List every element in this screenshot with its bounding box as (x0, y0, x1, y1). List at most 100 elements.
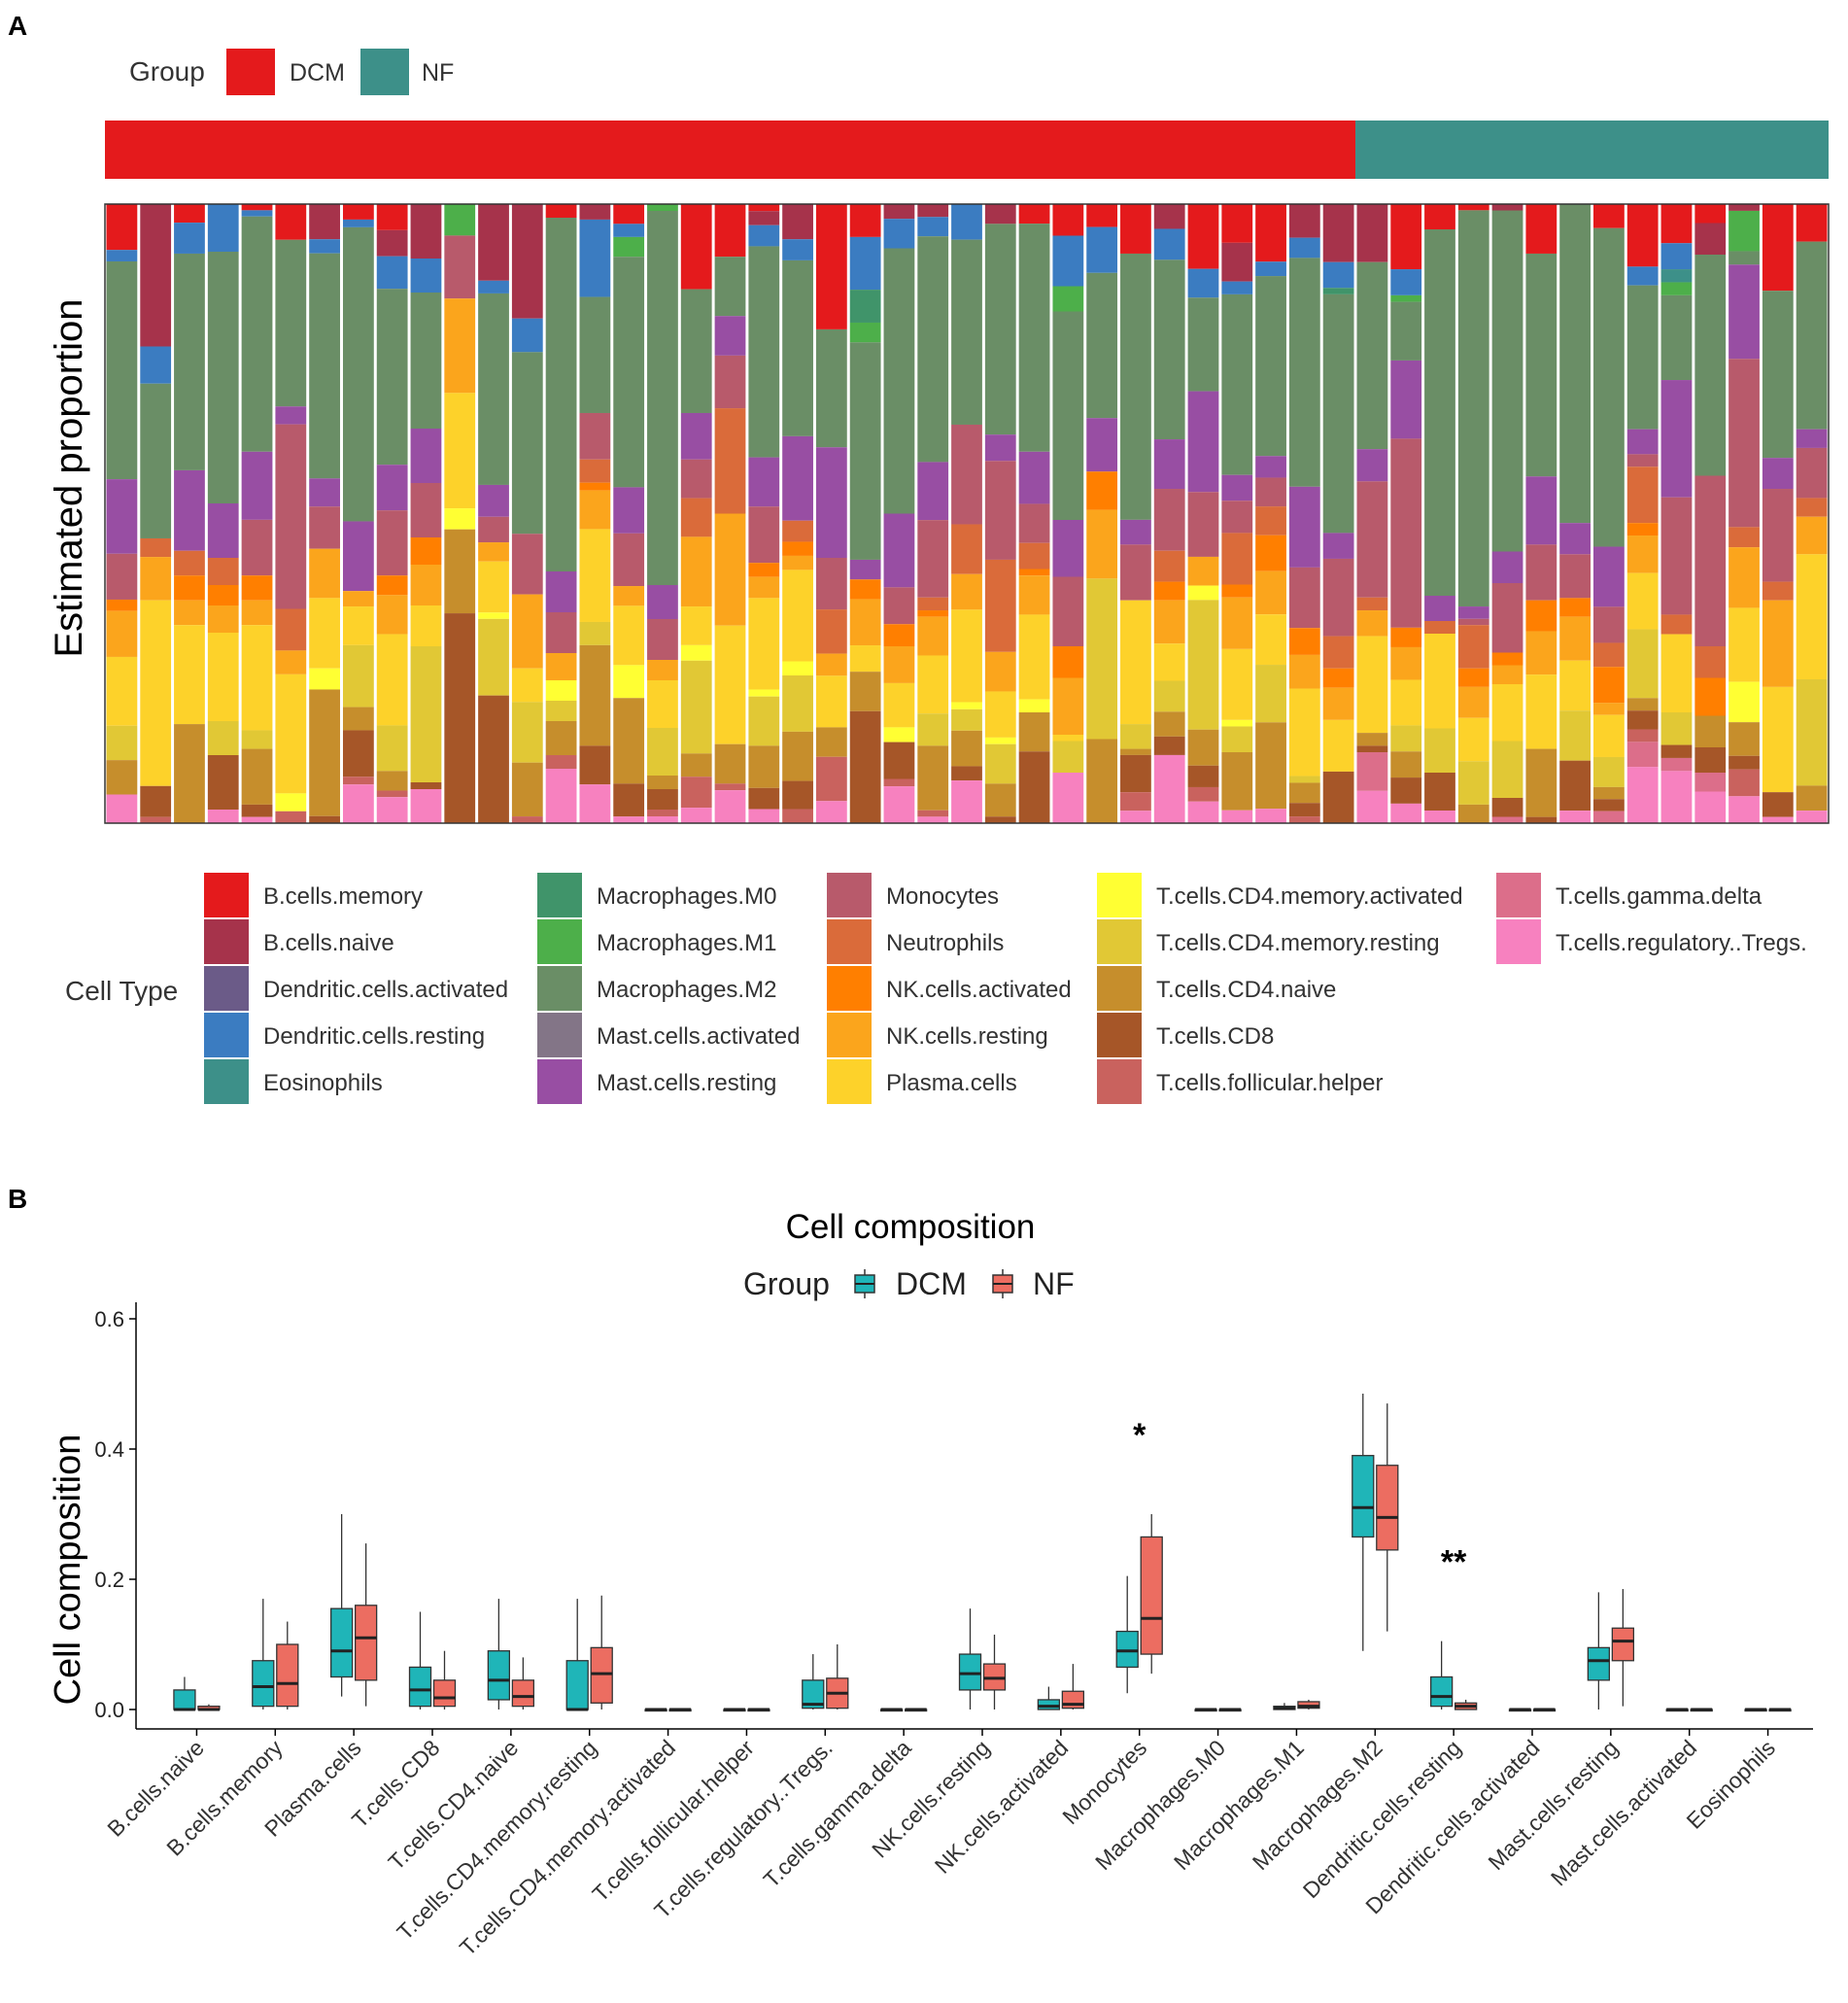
stack-segment-s41-macrophages-m2 (1457, 210, 1489, 607)
stack-segment-s50-mast-cells-resting (1762, 458, 1794, 490)
stack-segment-s3-macrophages-m2 (174, 253, 205, 470)
stack-segment-s35-t-cells-cd4-naive (1255, 722, 1286, 810)
stack-segment-s29-macrophages-m1 (1052, 286, 1084, 312)
stack-segment-s25-t-cells-regulatory--tregs- (917, 816, 949, 823)
stack-segment-s48-b-cells-naive (1694, 223, 1727, 255)
stack-segment-s9-t-cells-cd4-memory-resting (376, 725, 408, 772)
stack-segment-s8-nk-cells-resting (342, 591, 374, 607)
stack-segment-s49-nk-cells-resting (1728, 547, 1760, 608)
stack-segment-s46-t-cells-cd4-memory-resting (1626, 629, 1659, 699)
box-dcm-macrophages-m2 (1352, 1394, 1375, 1651)
legend-label-nk-cells-resting: NK.cells.resting (886, 1023, 1048, 1050)
stack-segment-s29-nk-cells-resting (1052, 677, 1084, 735)
stack-segment-s35-monocytes (1255, 477, 1286, 507)
stack-segment-s2-b-cells-naive (140, 204, 172, 347)
stack-segment-s36-nk-cells-resting (1288, 654, 1320, 689)
stack-segment-s47-mast-cells-resting (1660, 380, 1693, 498)
stack-segment-s29-dendritic-cells-resting (1052, 235, 1084, 287)
stack-segment-s26-dendritic-cells-resting (951, 204, 982, 240)
box-dcm-dendritic-cells-activated (1508, 1708, 1532, 1712)
stack-segment-s8-macrophages-m2 (342, 226, 374, 522)
stack-segment-s51-plasma-cells (1796, 554, 1828, 680)
box-nf-t-cells-regulatory--tregs- (826, 1644, 849, 1709)
stack-segment-s20-t-cells-regulatory--tregs- (748, 809, 780, 823)
stack-segment-s40-t-cells-cd4-memory-resting (1424, 728, 1455, 773)
stack-segment-s5-macrophages-m2 (241, 216, 273, 452)
stack-segment-s27-t-cells-cd4-memory-resting (984, 743, 1016, 784)
stack-segment-s26-t-cells-cd4-memory-resting (951, 708, 982, 731)
stack-segment-s20-t-cells-cd4-naive (748, 745, 780, 788)
stack-segment-s14-t-cells-follicular-helper (545, 755, 577, 769)
stack-segment-s23-macrophages-m1 (849, 322, 881, 343)
stack-segment-s16-t-cells-regulatory--tregs- (613, 816, 645, 823)
legend-swatch-mast-cells-activated (537, 1013, 582, 1057)
stack-segment-s33-mast-cells-resting (1187, 391, 1219, 493)
stack-segment-s7-macrophages-m2 (309, 253, 340, 479)
x-tick-label-macrophages-m2: Macrophages.M2 (1248, 1735, 1387, 1875)
legend-label-b-cells-naive: B.cells.naive (263, 930, 394, 956)
stack-segment-s37-mast-cells-resting (1322, 533, 1354, 559)
group-legend-swatch-nf (360, 49, 409, 95)
stack-segment-s22-t-cells-regulatory--tregs- (815, 801, 847, 823)
legend-label-dendritic-cells-resting: Dendritic.cells.resting (263, 1023, 485, 1050)
stack-segment-s46-t-cells-regulatory--tregs- (1626, 767, 1659, 823)
stack-segment-s43-b-cells-memory (1525, 204, 1557, 254)
stack-segment-s17-monocytes (647, 619, 678, 660)
stack-segment-s50-t-cells-cd8 (1762, 792, 1794, 817)
stack-segment-s32-plasma-cells (1153, 643, 1185, 681)
stack-segment-s23-t-cells-cd8 (849, 710, 881, 823)
stack-segment-s48-t-cells-gamma-delta (1694, 773, 1727, 792)
stack-segment-s11-plasma-cells (444, 393, 476, 509)
stack-segment-s47-b-cells-memory (1660, 204, 1693, 244)
box-dcm-t-cells-cd8 (408, 1611, 432, 1709)
stack-segment-s15-dendritic-cells-resting (579, 219, 611, 297)
stack-segment-s8-mast-cells-resting (342, 521, 374, 592)
stack-segment-s40-macrophages-m2 (1424, 229, 1455, 596)
stack-segment-s25-nk-cells-activated (917, 610, 949, 617)
stack-segment-s13-monocytes (511, 534, 543, 595)
stack-segment-s15-neutrophils (579, 459, 611, 483)
stack-segment-s42-monocytes (1491, 583, 1523, 653)
stack-segment-s37-nk-cells-activated (1322, 668, 1354, 688)
stack-segment-s4-neutrophils (207, 558, 239, 585)
stack-segment-s39-nk-cells-resting (1390, 646, 1422, 680)
legend-label-macrophages-m0: Macrophages.M0 (597, 883, 776, 910)
stack-segment-s16-plasma-cells (613, 605, 645, 666)
stack-segment-s39-dendritic-cells-resting (1390, 269, 1422, 295)
box-nf-dendritic-cells-activated (1532, 1708, 1557, 1712)
x-tick-label-dendritic-cells-resting: Dendritic.cells.resting (1298, 1735, 1466, 1903)
stack-segment-s30-b-cells-memory (1086, 204, 1118, 227)
stack-segment-s20-macrophages-m2 (748, 246, 780, 458)
stack-segment-s6-macrophages-m2 (275, 239, 307, 407)
legend-swatch-nk-cells-activated (827, 966, 872, 1011)
stack-segment-s1-plasma-cells (106, 656, 138, 726)
box-dcm-nk-cells-resting (958, 1608, 982, 1709)
stack-segment-s1-t-cells-regulatory--tregs- (106, 794, 138, 823)
stack-segment-s27-macrophages-m2 (984, 224, 1016, 435)
stack-segment-s5-nk-cells-activated (241, 575, 273, 601)
stack-segment-s41-nk-cells-resting (1457, 686, 1489, 718)
stack-segment-s16-t-cells-cd4-memory-activated (613, 665, 645, 699)
box-dcm-t-cells-cd4-naive (487, 1599, 511, 1709)
stack-segment-s19-t-cells-regulatory--tregs- (714, 790, 746, 823)
legend-label-eosinophils: Eosinophils (263, 1070, 383, 1096)
stack-segment-s31-t-cells-cd4-naive (1120, 748, 1151, 755)
stack-segment-s27-t-cells-cd4-naive (984, 783, 1016, 817)
stack-segment-s13-t-cells-follicular-helper (511, 816, 543, 823)
stack-segment-s16-dendritic-cells-resting (613, 224, 645, 237)
stack-segment-s42-nk-cells-activated (1491, 652, 1523, 666)
stack-segment-s17-t-cells-regulatory--tregs- (647, 816, 678, 823)
stack-segment-s34-t-cells-cd4-memory-resting (1221, 726, 1253, 753)
stack-segment-s29-t-cells-cd4-memory-resting (1052, 741, 1084, 773)
stack-segment-s26-nk-cells-resting (951, 573, 982, 610)
stack-segment-s43-monocytes (1525, 544, 1557, 601)
significance-mark-dendritic-cells-resting: ** (1441, 1544, 1467, 1581)
stack-segment-s6-monocytes (275, 424, 307, 609)
stack-segment-s32-macrophages-m2 (1153, 259, 1185, 440)
stack-segment-s3-neutrophils (174, 550, 205, 576)
stack-segment-s6-b-cells-memory (275, 204, 307, 240)
stack-segment-s13-plasma-cells (511, 668, 543, 703)
stack-segment-s29-mast-cells-resting (1052, 520, 1084, 577)
stack-segment-s45-t-cells-cd4-memory-resting (1593, 756, 1625, 787)
